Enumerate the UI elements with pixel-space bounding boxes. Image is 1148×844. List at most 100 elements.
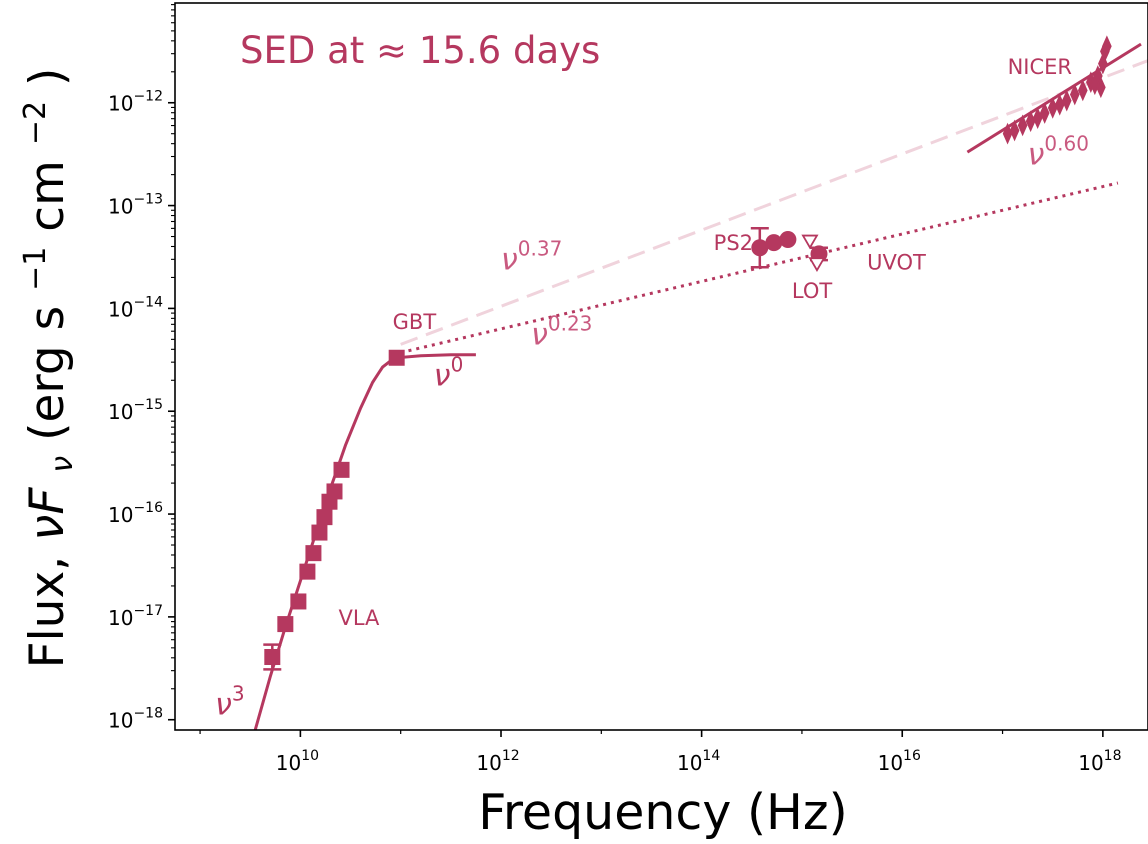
y-axis-label-quantity: νF: [20, 487, 75, 541]
x-tick-label-exp: 16: [903, 748, 921, 764]
y-tick-label-base: 10: [108, 92, 133, 116]
y-axis-label-units2: cm: [20, 160, 75, 232]
y-tick-label-base: 10: [108, 195, 133, 219]
power-law-exponent: 0.23: [548, 311, 593, 335]
y-axis-label-close: ): [20, 68, 75, 86]
data-point-vla: [290, 593, 307, 610]
x-tick-label-base: 10: [878, 751, 903, 775]
power-law-base: ν: [531, 317, 548, 352]
y-tick-label-exp: −18: [133, 706, 163, 722]
y-tick-label-exp: −17: [133, 603, 163, 619]
x-tick-label-base: 10: [1078, 751, 1103, 775]
data-point-uvot: [801, 234, 819, 250]
annotation-label: GBT: [393, 310, 437, 334]
data-point-nicer: [1102, 35, 1112, 58]
data-point-vla: [305, 545, 322, 562]
data-point-vla: [299, 563, 316, 580]
x-tick-label: 1012: [476, 748, 519, 775]
y-tick-label-exp: −16: [133, 500, 163, 516]
y-axis-label-prefix: Flux,: [20, 541, 75, 669]
y-tick-label-exp: −13: [133, 192, 163, 208]
y-tick-label: 10−12: [108, 89, 163, 116]
x-tick-label: 1010: [276, 748, 319, 775]
data-point-nicer: [1061, 89, 1072, 112]
y-tick-label-base: 10: [108, 709, 133, 733]
data-point-vla: [316, 509, 333, 526]
power-law-label: ν0.37: [501, 236, 562, 277]
y-tick-label: 10−13: [108, 192, 163, 219]
annotation-label: NICER: [1008, 55, 1072, 79]
y-tick-label: 10−16: [108, 500, 163, 527]
y-tick-label-base: 10: [108, 297, 133, 321]
y-axis-label-quantity-sub: ν: [45, 456, 80, 473]
y-tick-label: 10−17: [108, 603, 163, 630]
data-point-nicer: [1017, 114, 1028, 137]
y-axis-label-units: (erg s: [20, 306, 75, 441]
power-law-base: ν: [1028, 137, 1045, 172]
data-point-nicer: [1069, 83, 1080, 106]
power-law-base: ν: [215, 688, 232, 723]
x-tick-label: 1014: [677, 748, 720, 775]
y-axis-label-exp2: −2: [18, 101, 53, 145]
x-tick-label-base: 10: [276, 751, 301, 775]
x-tick-label-exp: 12: [502, 748, 520, 764]
x-tick-label-base: 10: [677, 751, 702, 775]
data-point-vla: [311, 524, 328, 541]
annotation-label: UVOT: [867, 250, 926, 274]
model-line-solid: [253, 353, 476, 731]
y-tick-label-base: 10: [108, 400, 133, 424]
y-tick-label-exp: −12: [133, 89, 163, 105]
y-axis-label: Flux, νF ν (erg s −1 cm −2 ): [2, 68, 84, 669]
x-axis-label: Frequency (Hz): [478, 784, 848, 841]
model-line-solid: [966, 42, 1142, 154]
data-point-nicer: [1032, 107, 1043, 130]
y-tick-label-exp: −15: [133, 397, 163, 413]
data-point-nicer: [1090, 73, 1100, 96]
data-point-gbt: [388, 349, 405, 366]
data-point-vla: [264, 648, 281, 665]
plot-frame: [174, 2, 1148, 731]
power-law-exponent: 3: [232, 682, 245, 706]
data-point-vla: [277, 616, 294, 633]
power-law-exponent: 0: [451, 353, 464, 377]
x-tick-label: 1016: [878, 748, 921, 775]
x-tick-label: 1018: [1078, 748, 1121, 775]
chart-title: SED at ≈ 15.6 days: [240, 29, 600, 72]
power-law-base: ν: [501, 242, 518, 277]
power-law-label: ν0.60: [1028, 131, 1089, 172]
y-tick-label-exp: −14: [133, 294, 163, 310]
x-tick-label-exp: 18: [1104, 748, 1122, 764]
x-tick-label-exp: 10: [301, 748, 319, 764]
annotation-label: LOT: [792, 279, 832, 303]
power-law-exponent: 0.60: [1044, 131, 1089, 155]
power-law-label: ν0: [434, 353, 464, 394]
y-tick-label: 10−14: [108, 294, 163, 321]
y-tick-label-base: 10: [108, 503, 133, 527]
y-tick-label: 10−18: [108, 706, 163, 733]
data-point-ps2: [765, 234, 783, 252]
data-point-nicer: [1054, 93, 1065, 116]
data-points: [263, 35, 1112, 671]
data-point-ps2: [751, 239, 769, 257]
power-law-label: ν0.23: [531, 311, 592, 352]
data-point-vla: [326, 483, 343, 500]
data-point-nicer: [1077, 79, 1088, 102]
data-point-uvot: [808, 257, 826, 272]
x-tick-label-base: 10: [476, 751, 501, 775]
data-point-nicer: [1039, 102, 1050, 124]
x-tick-label-exp: 14: [702, 748, 720, 764]
power-law-base: ν: [434, 359, 451, 394]
annotation-label: PS2: [714, 231, 753, 255]
data-point-ps2: [779, 231, 797, 249]
power-law-exponent: 0.37: [518, 236, 563, 260]
annotation-label: VLA: [339, 606, 381, 630]
y-axis-label-exp1: −1: [18, 247, 53, 291]
power-law-label: ν3: [215, 682, 245, 723]
data-point-vla: [333, 461, 350, 478]
data-point-nicer: [1009, 119, 1020, 142]
axes: 1010 1012 1014 1016 101810−1810−1710−1610−15…: [108, 2, 1148, 775]
y-tick-label-base: 10: [108, 606, 133, 630]
